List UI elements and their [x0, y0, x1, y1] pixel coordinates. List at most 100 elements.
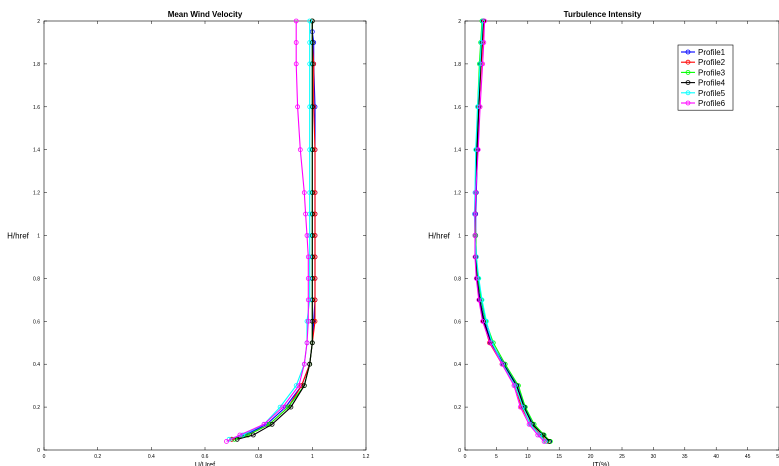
data-point: [479, 297, 485, 303]
legend-swatch-marker: [685, 100, 691, 106]
y-tick-label: 1.4: [454, 148, 461, 154]
data-point: [540, 432, 546, 438]
x-tick-label: 0.4: [148, 454, 155, 460]
data-point: [299, 383, 305, 389]
y-tick-label: 0.6: [33, 319, 40, 325]
chart-2: 0 5 10 15 20 25 30 35 40 45 50 0 0.2 0.4 0.6 0.8 1 1.2 1.4…: [428, 10, 779, 466]
plot-area: [43, 20, 367, 451]
y-tick-label: 1.6: [33, 105, 40, 111]
x-tick-label: 40: [713, 454, 719, 460]
data-point: [481, 40, 487, 45]
x-tick-label: 0.6: [202, 454, 209, 460]
y-tick-label: 1.8: [454, 62, 461, 68]
series-line: [474, 20, 545, 442]
series-line: [237, 21, 313, 440]
y-tick-label: 0.4: [454, 362, 461, 368]
data-point: [288, 404, 294, 410]
data-point: [309, 233, 315, 238]
legend-swatch-marker: [685, 59, 691, 65]
y-tick-label: 2: [458, 19, 461, 25]
data-point: [301, 383, 307, 389]
x-tick-label: 0: [43, 454, 46, 460]
data-point: [301, 190, 307, 196]
y-tick-label: 1.4: [33, 148, 40, 154]
y-tick-label: 0.8: [454, 276, 461, 282]
legend-swatch-marker: [685, 49, 691, 55]
data-point: [526, 421, 532, 427]
data-point: [307, 40, 313, 45]
data-point: [312, 297, 318, 303]
chart-1: 0 0.2 0.4 0.6 0.8 1 1.2 0 0.2 0.4 0.6 0.8 1 1.2 1.4 1.6…: [7, 10, 370, 466]
y-tick-label: 2: [37, 19, 40, 25]
data-point: [304, 340, 310, 346]
data-point: [312, 147, 318, 153]
series-6: [224, 18, 311, 444]
x-tick-label: 1.2: [363, 454, 370, 460]
data-point: [307, 275, 313, 281]
data-point: [307, 18, 313, 24]
data-point: [307, 104, 313, 110]
x-tick-label: 30: [651, 454, 657, 460]
data-point: [293, 18, 299, 24]
y-tick-label: 1: [458, 234, 461, 240]
data-point: [303, 211, 309, 217]
data-point: [472, 211, 478, 217]
x-tick-label: 0.8: [255, 454, 262, 460]
data-point: [480, 18, 486, 24]
data-point: [307, 61, 313, 67]
data-point: [307, 147, 313, 153]
x-tick-label: 15: [556, 454, 562, 460]
legend-label: Profile1: [698, 48, 726, 57]
data-point: [517, 404, 523, 410]
legend-swatch-marker: [685, 90, 691, 96]
data-point: [293, 40, 299, 45]
data-point: [307, 254, 313, 260]
x-tick-label: 50: [776, 454, 779, 460]
y-axis-label: H/href: [7, 232, 30, 241]
series-6: [472, 18, 547, 444]
data-point: [535, 432, 541, 438]
data-point: [309, 104, 315, 110]
data-point: [307, 361, 313, 367]
data-point: [224, 438, 229, 444]
y-tick-label: 1.2: [33, 191, 40, 197]
x-tick-label: 10: [525, 454, 531, 460]
x-tick-label: 35: [682, 454, 688, 460]
data-point: [293, 61, 299, 67]
data-point: [309, 61, 315, 67]
y-tick-label: 1.8: [33, 62, 40, 68]
data-point: [269, 421, 275, 427]
data-point: [293, 383, 299, 389]
x-tick-label: 0: [464, 454, 467, 460]
data-point: [305, 297, 311, 303]
data-point: [473, 190, 479, 196]
data-point: [309, 147, 315, 153]
data-point: [309, 40, 315, 45]
y-axis-label: H/href: [428, 232, 451, 241]
data-point: [473, 275, 479, 281]
series-5: [471, 18, 548, 444]
data-point: [304, 233, 310, 238]
y-tick-label: 0: [458, 448, 461, 454]
data-point: [234, 436, 240, 442]
x-axis-label: IT(%): [592, 462, 609, 466]
y-tick-label: 1.2: [454, 191, 461, 197]
chart-title: Turbulence Intensity: [564, 10, 642, 19]
data-point: [307, 190, 313, 196]
data-point: [312, 254, 318, 260]
data-point: [312, 275, 318, 281]
data-point: [309, 340, 315, 346]
data-point: [309, 211, 315, 217]
data-point: [309, 190, 315, 196]
data-point: [307, 233, 313, 238]
x-tick-label: 0.2: [94, 454, 101, 460]
data-point: [475, 147, 481, 153]
y-tick-label: 1.6: [454, 105, 461, 111]
y-tick-label: 0: [37, 448, 40, 454]
y-tick-label: 1: [37, 234, 40, 240]
x-tick-label: 45: [745, 454, 751, 460]
series-line: [226, 21, 309, 442]
data-point: [511, 383, 517, 389]
data-point: [476, 297, 482, 303]
